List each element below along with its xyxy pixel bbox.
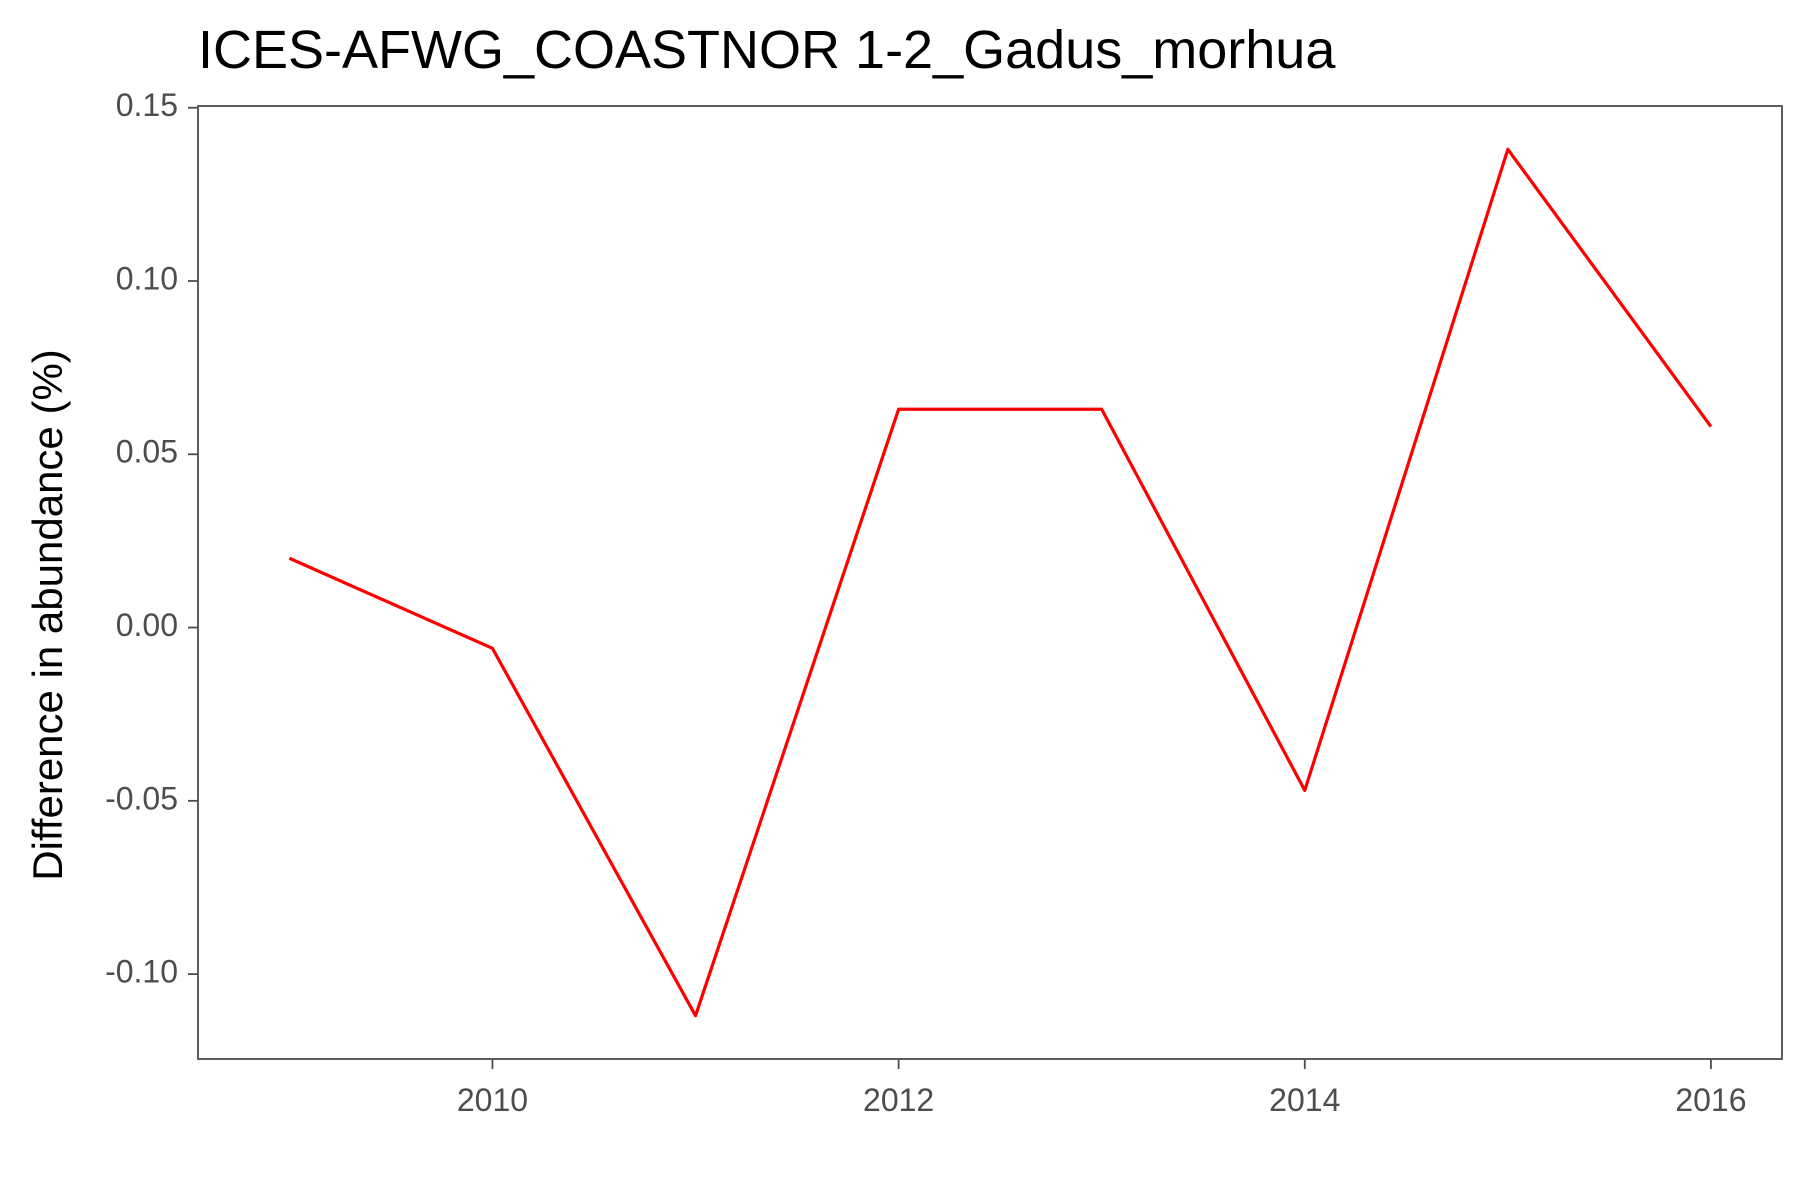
x-axis: 2010 2012 2014 2016 xyxy=(457,1059,1747,1118)
y-axis-label: Difference in abundance (%) xyxy=(24,349,71,881)
y-tick-label: -0.05 xyxy=(105,780,178,816)
plot-panel xyxy=(197,105,1783,1060)
x-tick-label: 2010 xyxy=(457,1082,528,1118)
y-tick-label: 0.15 xyxy=(116,87,178,123)
y-tick-label: 0.05 xyxy=(116,434,178,470)
series-layer xyxy=(288,147,1713,1018)
y-tick-label: 0.00 xyxy=(116,607,178,643)
series-line xyxy=(288,147,1713,1018)
x-tick-label: 2016 xyxy=(1675,1082,1746,1118)
x-tick-label: 2012 xyxy=(863,1082,934,1118)
chart-title: ICES-AFWG_COASTNOR 1-2_Gadus_morhua xyxy=(198,20,1336,80)
x-tick-label: 2014 xyxy=(1269,1082,1340,1118)
y-axis: -0.10 -0.05 0.00 0.05 0.10 0.15 xyxy=(105,87,198,990)
y-tick-label: -0.10 xyxy=(105,954,178,990)
y-tick-label: 0.10 xyxy=(116,260,178,296)
